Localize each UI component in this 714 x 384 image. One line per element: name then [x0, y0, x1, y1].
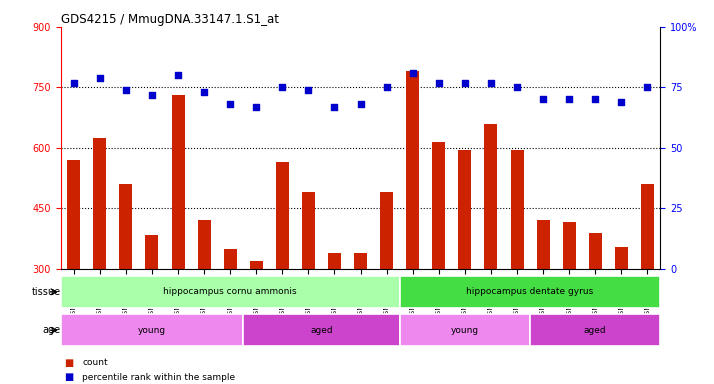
Bar: [146, 235, 159, 269]
Text: percentile rank within the sample: percentile rank within the sample: [82, 372, 235, 382]
Point: [381, 84, 393, 91]
Bar: [615, 247, 628, 269]
Text: ■: ■: [64, 358, 74, 368]
Text: aged: aged: [584, 326, 607, 335]
Text: hippocampus dentate gyrus: hippocampus dentate gyrus: [466, 287, 594, 296]
Bar: [589, 233, 602, 269]
Bar: [432, 142, 446, 269]
Bar: [354, 253, 367, 269]
Bar: [61, 276, 400, 308]
Point: [459, 79, 471, 86]
Bar: [406, 71, 419, 269]
Bar: [243, 314, 400, 346]
Bar: [511, 150, 523, 269]
Point: [94, 74, 106, 81]
Point: [355, 101, 366, 108]
Point: [590, 96, 601, 103]
Point: [642, 84, 653, 91]
Point: [407, 70, 418, 76]
Point: [511, 84, 523, 91]
Text: hippocampus cornu ammonis: hippocampus cornu ammonis: [164, 287, 297, 296]
Text: young: young: [138, 326, 166, 335]
Bar: [400, 314, 530, 346]
Text: count: count: [82, 358, 108, 367]
Point: [563, 96, 575, 103]
Bar: [484, 124, 498, 269]
Point: [276, 84, 288, 91]
Point: [120, 87, 131, 93]
Bar: [328, 253, 341, 269]
Bar: [400, 276, 660, 308]
Point: [68, 79, 79, 86]
Point: [224, 101, 236, 108]
Bar: [530, 314, 660, 346]
Text: GDS4215 / MmugDNA.33147.1.S1_at: GDS4215 / MmugDNA.33147.1.S1_at: [61, 13, 278, 26]
Bar: [223, 249, 237, 269]
Bar: [302, 192, 315, 269]
Bar: [171, 95, 184, 269]
Point: [146, 91, 158, 98]
Text: ■: ■: [64, 372, 74, 382]
Bar: [537, 220, 550, 269]
Bar: [276, 162, 289, 269]
Bar: [198, 220, 211, 269]
Bar: [380, 192, 393, 269]
Bar: [67, 160, 80, 269]
Bar: [94, 138, 106, 269]
Text: young: young: [451, 326, 479, 335]
Point: [328, 104, 340, 110]
Point: [198, 89, 210, 95]
Point: [433, 79, 445, 86]
Point: [615, 99, 627, 105]
Bar: [458, 150, 471, 269]
Point: [538, 96, 549, 103]
Bar: [61, 314, 243, 346]
Point: [486, 79, 497, 86]
Text: aged: aged: [310, 326, 333, 335]
Point: [303, 87, 314, 93]
Bar: [119, 184, 132, 269]
Bar: [563, 222, 575, 269]
Text: age: age: [43, 325, 61, 335]
Point: [172, 72, 183, 78]
Bar: [641, 184, 654, 269]
Text: tissue: tissue: [31, 287, 61, 297]
Point: [251, 104, 262, 110]
Bar: [250, 261, 263, 269]
